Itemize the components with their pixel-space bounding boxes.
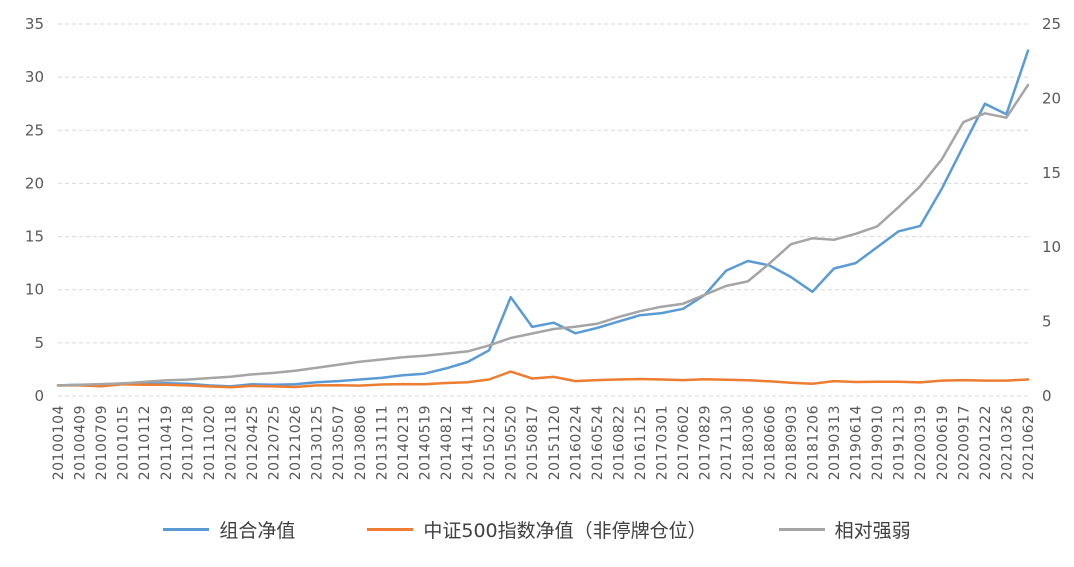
x-axis-tick-label: 20110112 <box>137 405 153 480</box>
x-axis-tick-label: 20151120 <box>547 405 563 480</box>
x-axis-tick-label: 20120118 <box>223 405 239 480</box>
x-axis-tick-label: 20120725 <box>267 405 283 480</box>
x-axis-tick-label: 20150520 <box>504 405 520 480</box>
x-axis-tick-label: 20131111 <box>374 405 390 480</box>
x-axis-tick-label: 20110419 <box>159 405 175 480</box>
relative-strength-line-swatch <box>778 528 825 531</box>
x-axis-tick-label: 20170829 <box>698 405 714 480</box>
x-axis-tick-label: 20101015 <box>116 405 132 480</box>
portfolio-nav-line <box>56 49 1030 388</box>
csi500-nav-line-swatch <box>367 528 414 531</box>
y-axis-right-tick-label: 15 <box>1042 164 1061 182</box>
x-axis-tick-label: 20150817 <box>525 405 541 480</box>
x-axis-tick-label: 20171130 <box>719 405 735 480</box>
relative-strength-line <box>56 83 1030 387</box>
x-axis-tick-label: 20201222 <box>978 405 994 480</box>
x-axis-tick-label: 20140519 <box>417 405 433 480</box>
y-axis-right-tick-label: 10 <box>1042 238 1061 256</box>
y-axis-left-tick-label: 0 <box>34 387 44 405</box>
x-axis-tick-label: 20100104 <box>51 405 67 480</box>
x-axis-tick-label: 20150212 <box>482 405 498 480</box>
x-axis-tick-label: 20180606 <box>762 405 778 480</box>
x-axis-tick-label: 20121026 <box>288 405 304 480</box>
legend-item-relative-strength: 相对强弱 <box>778 516 911 543</box>
y-axis-right-tick-label: 5 <box>1042 313 1052 331</box>
x-axis-tick-label: 20100409 <box>73 405 89 480</box>
x-axis-tick-label: 20210629 <box>1021 405 1037 480</box>
x-axis-tick-label: 20100709 <box>94 405 110 480</box>
x-axis-tick-label: 20160224 <box>568 405 584 480</box>
x-axis-tick-label: 20170301 <box>655 405 671 480</box>
legend-item-portfolio-nav: 组合净值 <box>163 516 295 543</box>
x-axis-tick-label: 20130507 <box>331 405 347 480</box>
x-axis-tick-label: 20111020 <box>202 405 218 480</box>
chart-canvas: 0 5 10 15 20 25 30 35 0 5 10 15 20 25 20100104 20100409… <box>25 15 1061 480</box>
x-axis-tick-label: 20140213 <box>396 405 412 480</box>
legend-label-relative-strength: 相对强弱 <box>834 520 911 542</box>
x-axis-tick-label: 20210326 <box>999 405 1015 480</box>
x-axis-tick-label: 20190313 <box>827 405 843 480</box>
x-axis-tick-label: 20191213 <box>892 405 908 480</box>
y-axis-right-tick-label: 20 <box>1042 89 1061 107</box>
x-axis-tick-label: 20170602 <box>676 405 692 480</box>
x-axis-tick-label: 20200319 <box>913 405 929 480</box>
y-axis-left-tick-label: 5 <box>34 334 44 352</box>
x-axis-tick-label: 20160822 <box>611 405 627 480</box>
x-axis-tick-label: 20141114 <box>461 405 477 480</box>
x-axis-tick-label: 20161125 <box>633 405 649 480</box>
x-axis-tick-label: 20181206 <box>805 405 821 480</box>
x-axis-tick-label: 20160524 <box>590 405 606 480</box>
csi500-nav-line <box>56 370 1030 389</box>
legend-item-csi500-nav: 中证500指数净值（非停牌仓位） <box>367 516 707 543</box>
y-axis-left-tick-label: 15 <box>25 228 44 246</box>
legend-label-csi500-nav: 中证500指数净值（非停牌仓位） <box>423 520 707 542</box>
portfolio-nav-line-swatch <box>163 528 210 531</box>
chart-legend: 组合净值 中证500指数净值（非停牌仓位） 相对强弱 <box>0 516 1074 543</box>
y-axis-right-tick-label: 25 <box>1042 15 1061 33</box>
x-axis-tick-label: 20140812 <box>439 405 455 480</box>
y-axis-left-tick-label: 35 <box>25 15 44 33</box>
y-axis-right-tick-label: 0 <box>1042 387 1052 405</box>
x-axis-tick-label: 20190910 <box>870 405 886 480</box>
x-axis-tick-label: 20200619 <box>935 405 951 480</box>
y-axis-left-tick-label: 25 <box>25 121 44 139</box>
x-axis-tick-label: 20180306 <box>741 405 757 480</box>
x-axis-tick-label: 20120425 <box>245 405 261 480</box>
x-axis-tick-label: 20200917 <box>956 405 972 480</box>
legend-label-portfolio-nav: 组合净值 <box>219 520 296 542</box>
x-axis-tick-label: 20130125 <box>310 405 326 480</box>
y-axis-left-tick-label: 30 <box>25 68 44 86</box>
y-axis-left-tick-label: 20 <box>25 174 44 192</box>
x-axis-tick-label: 20190614 <box>849 405 865 480</box>
x-axis-tick-label: 20130806 <box>353 405 369 480</box>
x-axis-tick-label: 20180903 <box>784 405 800 480</box>
y-axis-left-tick-label: 10 <box>25 281 44 299</box>
x-axis-tick-label: 20110718 <box>180 405 196 480</box>
